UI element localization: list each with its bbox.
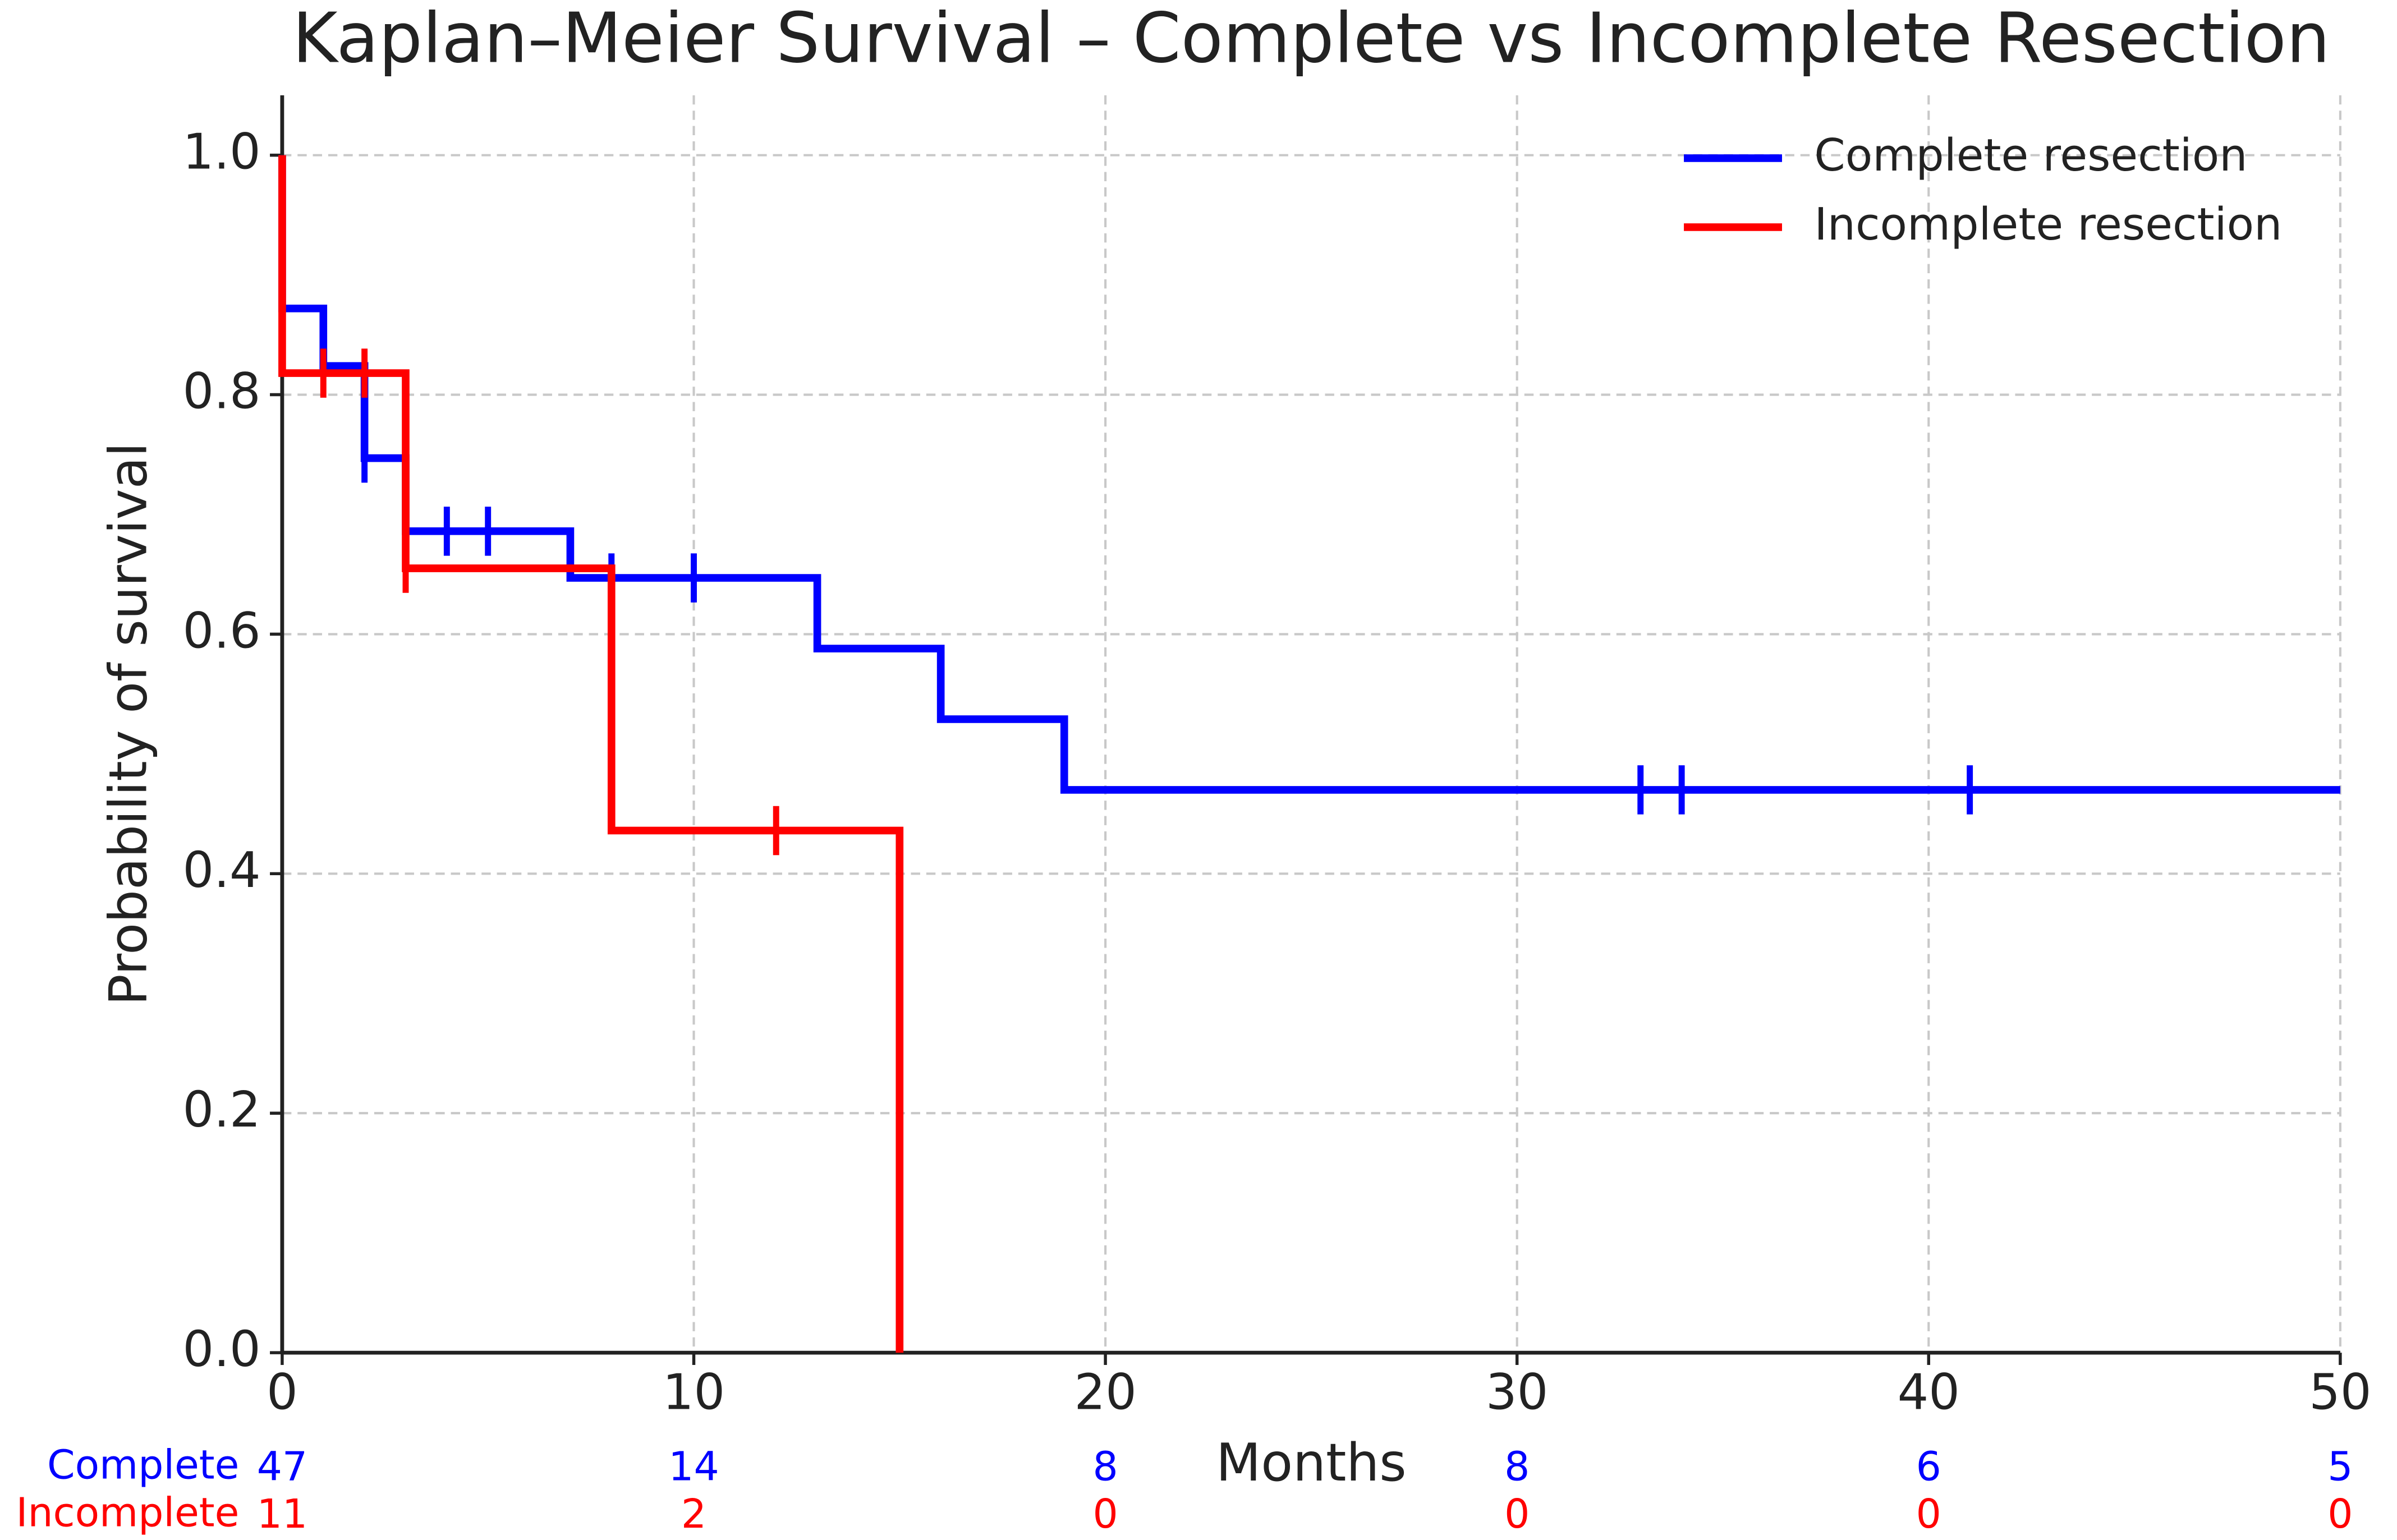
x-tick-label: 50 [2309, 1364, 2371, 1421]
at-risk-count: 8 [1504, 1443, 1530, 1490]
at-risk-count: 6 [1916, 1443, 1941, 1490]
y-tick-label: 0.0 [183, 1321, 261, 1378]
x-axis-label: Months [1216, 1432, 1407, 1493]
x-tick-label: 0 [267, 1364, 298, 1421]
x-tick-label: 40 [1898, 1364, 1960, 1421]
y-tick-label: 0.2 [183, 1081, 261, 1138]
at-risk-count: 11 [257, 1491, 307, 1537]
x-tick-label: 30 [1486, 1364, 1548, 1421]
y-tick-label: 0.8 [183, 362, 261, 420]
x-tick-label: 10 [663, 1364, 725, 1421]
survival-line [278, 155, 2340, 794]
at-risk-row-label: Incomplete [16, 1489, 240, 1536]
y-tick-label: 0.4 [183, 842, 261, 899]
at-risk-count: 14 [668, 1443, 719, 1490]
at-risk-count: 2 [681, 1491, 706, 1537]
legend-label: Incomplete resection [1814, 198, 2282, 250]
at-risk-count: 8 [1092, 1443, 1118, 1490]
y-tick-label: 1.0 [183, 123, 261, 181]
at-risk-count: 0 [2327, 1491, 2353, 1537]
survival-line [278, 155, 904, 1353]
at-risk-count: 0 [1916, 1491, 1941, 1537]
at-risk-count: 0 [1092, 1491, 1118, 1537]
at-risk-count: 47 [257, 1443, 307, 1490]
at-risk-count: 5 [2327, 1443, 2353, 1490]
x-tick-label: 20 [1074, 1364, 1136, 1421]
at-risk-count: 0 [1504, 1491, 1530, 1537]
y-tick-label: 0.6 [183, 602, 261, 659]
chart-title: Kaplan–Meier Survival – Complete vs Inco… [292, 0, 2330, 79]
y-axis-label: Probability of survival [98, 443, 158, 1006]
at-risk-row-label: Complete [47, 1442, 239, 1488]
legend-label: Complete resection [1814, 129, 2247, 181]
